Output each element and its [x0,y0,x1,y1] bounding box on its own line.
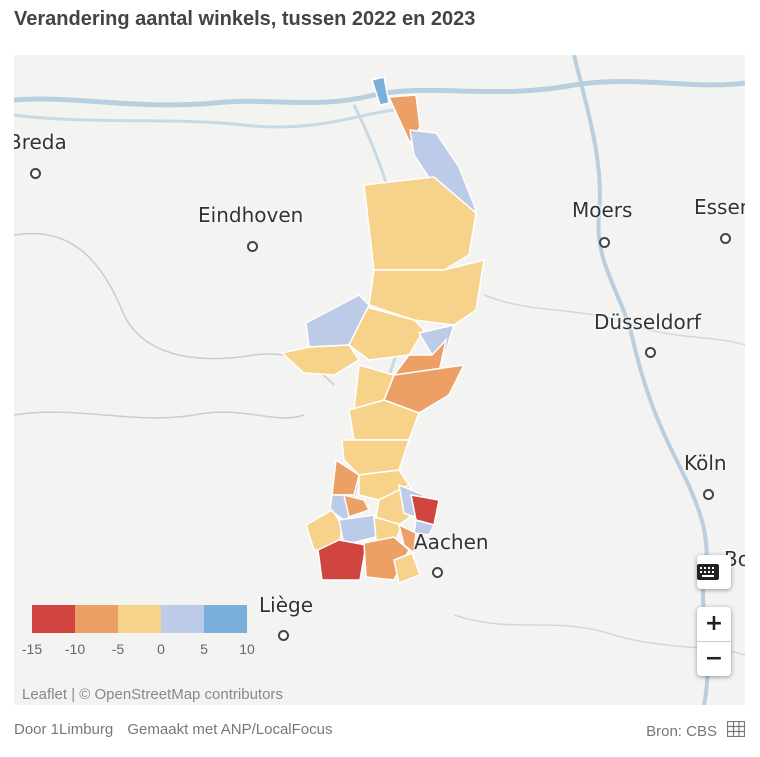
city-label-dusseldorf: Düsseldorf [594,310,701,334]
limburg-regions [280,76,485,585]
base-map [14,55,745,705]
city-label-liege: Liège [259,593,314,617]
city-label-essen: Essen [694,195,745,219]
legend-tick-3: 0 [157,641,165,657]
legend-ticks: -15 -10 -5 0 5 10 [22,641,262,661]
legend-tick-5: 10 [239,641,255,657]
map-canvas[interactable]: Breda Eindhoven Moers Essen Düsseldorf K… [14,55,745,705]
legend-swatch-3 [161,605,204,633]
city-marker-dusseldorf [645,347,656,358]
city-label-breda: Breda [14,130,67,154]
city-marker-aachen [432,567,443,578]
footer: Door 1Limburg Gemaakt met ANP/LocalFocus… [14,720,746,741]
legend-tick-0: -15 [21,641,43,657]
table-icon[interactable] [726,720,746,741]
keyboard-control[interactable] [697,555,731,589]
city-marker-eindhoven [247,241,258,252]
legend-tick-4: 5 [200,641,208,657]
city-label-moers: Moers [572,198,633,222]
color-legend: -15 -10 -5 0 5 10 [22,605,262,661]
map-title: Verandering aantal winkels, tussen 2022 … [14,8,476,30]
city-label-aachen: Aachen [414,530,489,554]
zoom-control: + − [697,607,731,676]
zoom-in-button[interactable]: + [697,607,731,642]
map-attribution[interactable]: Leaflet | © OpenStreetMap contributors [22,686,283,703]
city-marker-koln [703,489,714,500]
city-label-koln: Köln [684,451,727,475]
legend-swatch-4 [204,605,247,633]
keyboard-icon[interactable] [697,555,731,589]
legend-tick-1: -10 [64,641,86,657]
city-marker-liege [278,630,289,641]
legend-tick-2: -5 [111,641,125,657]
footer-made-with[interactable]: Gemaakt met ANP/LocalFocus [127,721,333,738]
city-marker-moers [599,237,610,248]
legend-bar [32,605,262,633]
footer-source: Bron: CBS [646,722,717,740]
legend-swatch-0 [32,605,75,633]
footer-by: Door 1Limburg [14,721,114,738]
city-marker-essen [720,233,731,244]
legend-swatch-2 [118,605,161,633]
city-marker-breda [30,168,41,179]
city-label-eindhoven: Eindhoven [198,203,304,227]
legend-swatch-1 [75,605,118,633]
zoom-out-button[interactable]: − [704,646,724,671]
